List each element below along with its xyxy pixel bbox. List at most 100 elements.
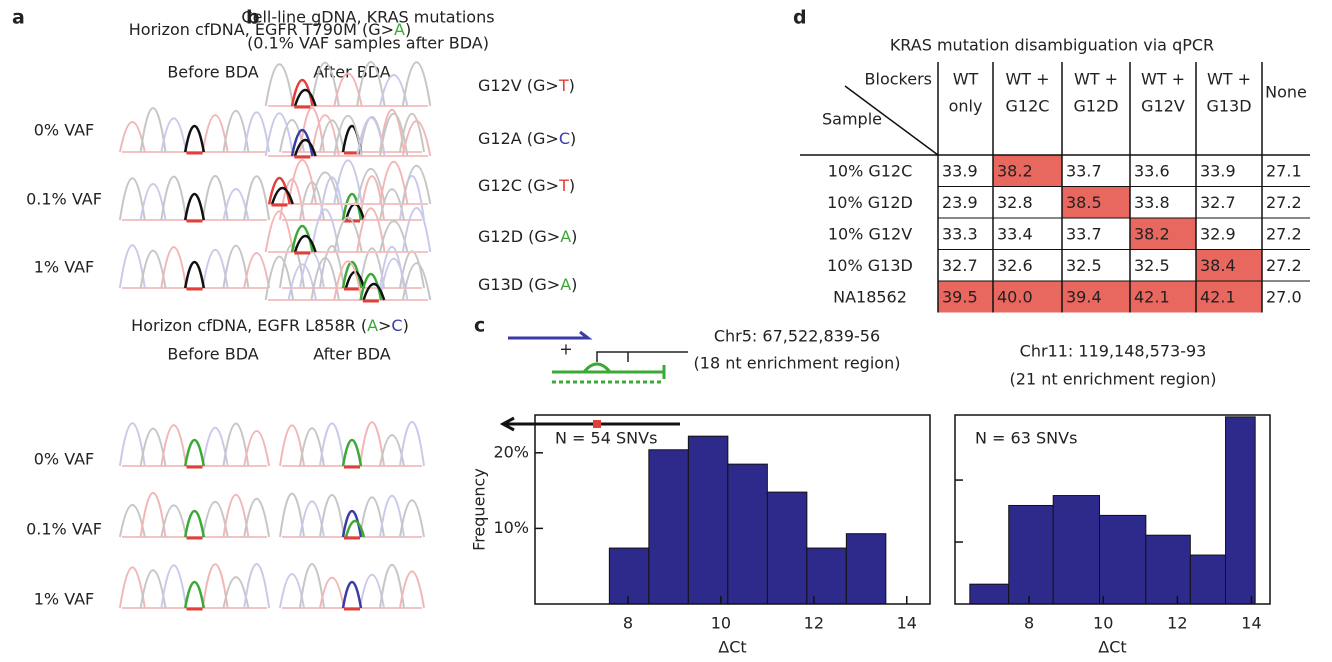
column-header: only	[949, 97, 983, 116]
label-part: Horizon cfDNA, EGFR L858R (	[131, 316, 367, 335]
label: G12A (G>C)	[478, 129, 576, 148]
label-part: )	[571, 227, 577, 246]
table-cell: 33.7	[1066, 224, 1102, 243]
column-header: G12C	[1006, 97, 1050, 116]
x-tick-label: 10	[1093, 614, 1113, 633]
x-tick-label: 12	[1167, 614, 1187, 633]
x-tick-label: 14	[897, 614, 917, 633]
x-tick-label: 12	[804, 614, 824, 633]
bar	[649, 450, 689, 604]
label: G12V (G>T)	[478, 76, 575, 95]
y-tick-label: 20%	[493, 442, 529, 461]
annotation: N = 54 SNVs	[555, 429, 657, 448]
table-cell: 42.1	[1134, 287, 1170, 306]
table-cell: 23.9	[942, 193, 978, 212]
chromatogram	[120, 493, 269, 538]
table-cell: 42.1	[1200, 287, 1236, 306]
bar	[767, 492, 807, 604]
region-label: (18 nt enrichment region)	[694, 354, 901, 373]
label-part: C	[559, 129, 570, 148]
table-cell: 33.9	[942, 161, 978, 180]
column-label: Before BDA	[167, 63, 258, 82]
peak-highlight	[185, 440, 204, 466]
table-cell: 27.0	[1266, 287, 1302, 306]
bar	[970, 584, 1009, 604]
label: Horizon cfDNA, EGFR L858R (A>C)	[131, 316, 409, 335]
panel-label: a	[12, 7, 25, 29]
panel-label: c	[474, 315, 485, 337]
label-part: A	[367, 316, 378, 335]
table-cell: 32.5	[1066, 256, 1102, 275]
table-cell: 38.5	[1066, 193, 1102, 212]
chromatogram	[280, 494, 424, 538]
chromatogram	[280, 564, 424, 609]
figure: a b c d Cell-line gDNA, KRAS mutations (…	[0, 0, 1332, 662]
label: G13D (G>A)	[478, 275, 577, 294]
x-tick-label: 8	[1024, 614, 1034, 633]
panel-label: d	[793, 7, 807, 29]
row-label: NA18562	[833, 287, 907, 306]
corner-label: Blockers	[865, 70, 932, 89]
table-cell: 27.2	[1266, 256, 1302, 275]
chromatogram	[120, 423, 269, 467]
table-cell: 33.3	[942, 224, 978, 243]
peak-highlight	[185, 126, 204, 152]
bar	[1100, 515, 1146, 604]
table-cell: 33.7	[1066, 161, 1102, 180]
label-part: T	[558, 176, 569, 195]
label-part: )	[569, 76, 575, 95]
table-cell: 33.9	[1200, 161, 1236, 180]
table-cell: 32.6	[997, 256, 1033, 275]
table-cell: 32.7	[942, 256, 978, 275]
column-header: G12V	[1141, 97, 1185, 116]
bar	[688, 436, 728, 604]
column-header: WT +	[1005, 70, 1049, 89]
table-cell: 32.7	[1200, 193, 1236, 212]
column-header: WT +	[1207, 70, 1251, 89]
bar	[1009, 505, 1053, 604]
column-header: G12D	[1073, 97, 1118, 116]
table-cell: 27.2	[1266, 193, 1302, 212]
label-part: G12A (G>	[478, 129, 559, 148]
label-part: >	[378, 316, 391, 335]
bar	[1190, 555, 1225, 604]
row-label: 10% G12V	[828, 224, 912, 243]
x-axis-label: ΔCt	[1098, 638, 1126, 657]
chromatogram	[280, 176, 424, 221]
y-tick-label: 10%	[493, 518, 529, 537]
label-part: )	[403, 316, 409, 335]
table-cell: 38.2	[1134, 224, 1170, 243]
label-part: )	[569, 176, 575, 195]
label-part: A	[394, 20, 405, 39]
row-label: 10% G12C	[828, 161, 913, 180]
chromatogram	[280, 422, 424, 467]
table-cell: 38.4	[1200, 256, 1236, 275]
label: G12D (G>A)	[478, 227, 577, 246]
peak	[289, 160, 316, 204]
peak-highlight	[185, 262, 204, 288]
column-label: After BDA	[313, 345, 391, 364]
row-label: 0% VAF	[34, 121, 95, 140]
chromatogram	[120, 564, 269, 609]
label-part: C	[391, 316, 402, 335]
table-cell: 39.5	[942, 287, 978, 306]
column-header: G13D	[1206, 97, 1251, 116]
column-header: WT +	[1141, 70, 1185, 89]
label-part: T	[558, 76, 569, 95]
bar	[807, 548, 847, 604]
row-label: 0% VAF	[34, 450, 95, 469]
peak-highlight	[343, 440, 361, 466]
row-label: 1% VAF	[34, 590, 95, 609]
region-label: (21 nt enrichment region)	[1010, 370, 1217, 389]
row-label: 0.1% VAF	[26, 190, 102, 209]
blocker	[552, 365, 664, 379]
x-tick-label: 8	[623, 614, 633, 633]
peak-highlight	[343, 582, 361, 608]
peak-highlight	[185, 511, 204, 537]
y-axis-label: Frequency	[470, 468, 489, 551]
x-tick-label: 10	[711, 614, 731, 633]
label: G12C (G>T)	[478, 176, 575, 195]
label-part: )	[405, 20, 411, 39]
table-cell: 33.8	[1134, 193, 1170, 212]
chromatogram	[120, 176, 269, 221]
